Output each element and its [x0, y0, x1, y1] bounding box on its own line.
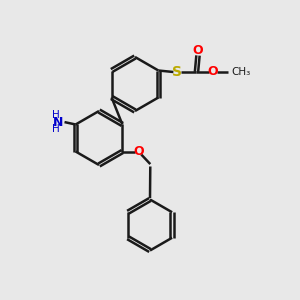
Text: O: O — [134, 145, 144, 158]
Text: H: H — [52, 124, 59, 134]
Text: CH₃: CH₃ — [231, 67, 250, 77]
Text: H: H — [52, 110, 59, 121]
Text: O: O — [193, 44, 203, 57]
Text: N: N — [52, 116, 63, 129]
Text: O: O — [208, 65, 218, 79]
Text: S: S — [172, 65, 182, 79]
